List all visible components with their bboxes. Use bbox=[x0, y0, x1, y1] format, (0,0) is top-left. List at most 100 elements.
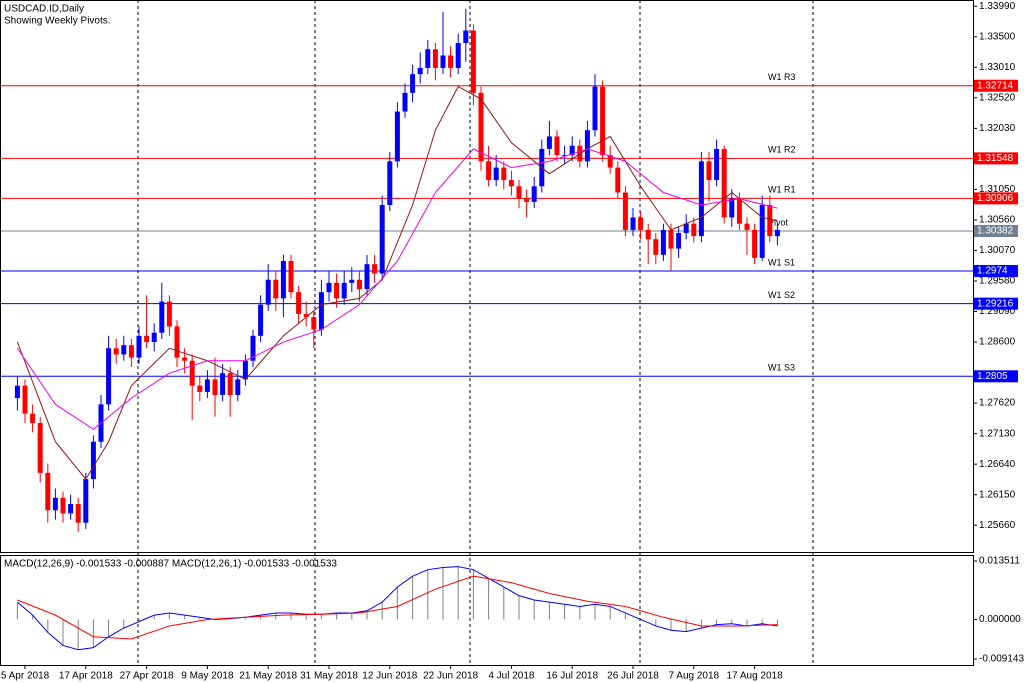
chart-title: USDCAD.ID,Daily bbox=[4, 4, 84, 15]
y-tick-label: 1.26150 bbox=[979, 489, 1016, 500]
candle-body bbox=[265, 279, 271, 305]
candle-body bbox=[569, 145, 575, 156]
candle-body bbox=[30, 413, 36, 424]
x-tick-label: 27 Apr 2018 bbox=[120, 671, 174, 682]
candle-body bbox=[318, 292, 324, 330]
candle-body bbox=[166, 301, 172, 327]
y-tick-label: 1.25660 bbox=[979, 520, 1016, 531]
price-tag-label: 1.30382 bbox=[977, 226, 1014, 237]
x-tick-label: 21 May 2018 bbox=[239, 671, 297, 682]
candle-body bbox=[463, 30, 469, 43]
price-tag bbox=[974, 370, 1018, 383]
candle-body bbox=[683, 223, 689, 234]
y-tick-label: 1.33010 bbox=[979, 62, 1016, 73]
y-tick-label: -0.009143 bbox=[979, 654, 1024, 665]
price-tag bbox=[974, 297, 1018, 310]
price-tag-label: 1.29216 bbox=[977, 298, 1014, 309]
candle-body bbox=[242, 360, 248, 380]
candle-body bbox=[600, 86, 606, 156]
candle-body bbox=[501, 167, 507, 181]
candle-body bbox=[144, 335, 150, 343]
candle-body bbox=[303, 314, 309, 318]
y-tick-label: 1.29090 bbox=[979, 306, 1016, 317]
candle-body bbox=[455, 42, 461, 68]
candle-body bbox=[227, 373, 233, 395]
candle-body bbox=[402, 92, 408, 112]
candle-body bbox=[714, 148, 720, 181]
pivot-label: W1 R1 bbox=[768, 185, 796, 195]
candle-body bbox=[14, 385, 20, 399]
pivot-label: W1 S3 bbox=[768, 363, 795, 373]
candle-body bbox=[516, 186, 522, 199]
price-tag-label: 1.2805 bbox=[977, 371, 1008, 382]
candle-body bbox=[113, 348, 119, 355]
candle-body bbox=[524, 198, 530, 202]
candle-body bbox=[296, 292, 302, 315]
candle-body bbox=[417, 67, 423, 75]
candle-body bbox=[638, 217, 644, 230]
x-tick-label: 22 Jun 2018 bbox=[423, 671, 478, 682]
candle-body bbox=[128, 345, 134, 358]
price-tag bbox=[974, 225, 1018, 238]
candle-body bbox=[736, 198, 742, 224]
candle-body bbox=[660, 229, 666, 255]
candle-body bbox=[106, 348, 112, 405]
price-tag bbox=[974, 192, 1018, 205]
candle-body bbox=[470, 30, 476, 93]
candle-body bbox=[645, 229, 651, 240]
y-tick-label: 0.000000 bbox=[979, 614, 1021, 625]
candle-body bbox=[584, 130, 590, 162]
candle-body bbox=[630, 217, 636, 230]
y-tick-label: 0.013511 bbox=[979, 556, 1020, 567]
candle-body bbox=[326, 282, 332, 293]
candle-body bbox=[706, 161, 712, 181]
candle-body bbox=[151, 332, 157, 343]
candle-body bbox=[235, 379, 241, 395]
y-tick-label: 1.27130 bbox=[979, 428, 1016, 439]
candle-body bbox=[546, 136, 552, 149]
candle-body bbox=[288, 261, 294, 293]
candle-body bbox=[425, 49, 431, 68]
candle-body bbox=[622, 192, 628, 230]
x-tick-label: 4 Jul 2018 bbox=[488, 671, 535, 682]
candle-body bbox=[90, 441, 96, 480]
pivot-label: W1 S1 bbox=[768, 257, 795, 267]
price-tag bbox=[974, 79, 1018, 92]
candle-body bbox=[592, 86, 598, 131]
candle-body bbox=[37, 423, 43, 473]
candle-body bbox=[341, 282, 347, 299]
candle-body bbox=[729, 198, 735, 218]
pivot-label: W1 S2 bbox=[768, 290, 795, 300]
y-tick-label: 1.33500 bbox=[979, 31, 1016, 42]
candle-body bbox=[189, 360, 195, 386]
x-tick-label: 9 May 2018 bbox=[181, 671, 234, 682]
candle-body bbox=[562, 155, 568, 157]
candle-body bbox=[22, 385, 28, 414]
candle-body bbox=[258, 304, 264, 336]
price-tag-label: 1.31548 bbox=[977, 153, 1014, 164]
moving-average bbox=[16, 148, 778, 430]
x-tick-label: 16 Jul 2018 bbox=[546, 671, 598, 682]
candle-body bbox=[440, 55, 446, 68]
x-tick-label: 31 May 2018 bbox=[300, 671, 358, 682]
candle-body bbox=[493, 167, 499, 181]
x-tick-label: 7 Aug 2018 bbox=[668, 671, 719, 682]
y-tick-label: 1.32030 bbox=[979, 123, 1016, 134]
candle-body bbox=[356, 279, 362, 290]
candle-body bbox=[174, 326, 180, 358]
moving-average bbox=[16, 85, 778, 480]
candle-body bbox=[52, 497, 58, 511]
price-tag bbox=[974, 265, 1018, 278]
y-tick-label: 1.29580 bbox=[979, 276, 1016, 287]
price-tag bbox=[974, 152, 1018, 165]
price-panel-border bbox=[0, 0, 974, 553]
candle-body bbox=[744, 223, 750, 230]
candle-body bbox=[68, 504, 74, 514]
chart-subtitle: Showing Weekly Pivots. bbox=[4, 16, 111, 27]
pivot-label: Pivot bbox=[768, 217, 789, 227]
candle-body bbox=[250, 335, 256, 361]
candle-body bbox=[220, 373, 226, 395]
x-tick-label: 5 Apr 2018 bbox=[1, 671, 50, 682]
